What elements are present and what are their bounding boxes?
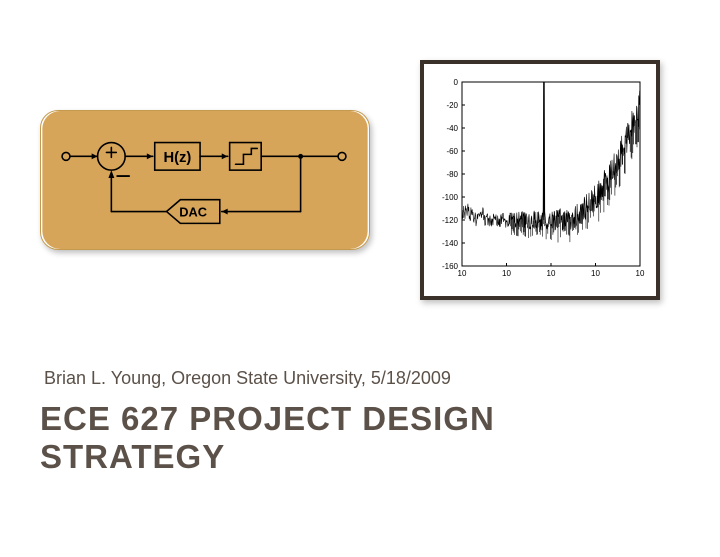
svg-text:-40: -40	[446, 124, 458, 133]
svg-text:-100: -100	[442, 193, 459, 202]
svg-text:-80: -80	[446, 170, 458, 179]
svg-text:-120: -120	[442, 216, 459, 225]
block-diagram-panel: H(z) DAC	[40, 110, 370, 250]
svg-text:-140: -140	[442, 239, 459, 248]
hz-block-label: H(z)	[163, 150, 191, 166]
page-title: ECE 627 PROJECT DESIGN STRATEGY	[40, 400, 680, 476]
dac-block-label: DAC	[179, 204, 207, 219]
svg-text:-20: -20	[446, 101, 458, 110]
block-diagram-svg: H(z) DAC	[41, 111, 369, 249]
svg-text:10: 10	[636, 269, 645, 278]
svg-text:10: 10	[547, 269, 556, 278]
svg-text:0: 0	[454, 78, 459, 87]
author-caption: Brian L. Young, Oregon State University,…	[44, 368, 451, 389]
svg-text:10: 10	[591, 269, 600, 278]
spectrum-svg: 0 -20 -40 -60 -80 -100 -120 -140 -160 10 10 10 10 10	[424, 64, 656, 296]
svg-text:-160: -160	[442, 262, 459, 271]
svg-text:10: 10	[458, 269, 467, 278]
svg-text:-60: -60	[446, 147, 458, 156]
svg-text:10: 10	[502, 269, 511, 278]
spectrum-panel: 0 -20 -40 -60 -80 -100 -120 -140 -160 10 10 10 10 10	[420, 60, 660, 300]
